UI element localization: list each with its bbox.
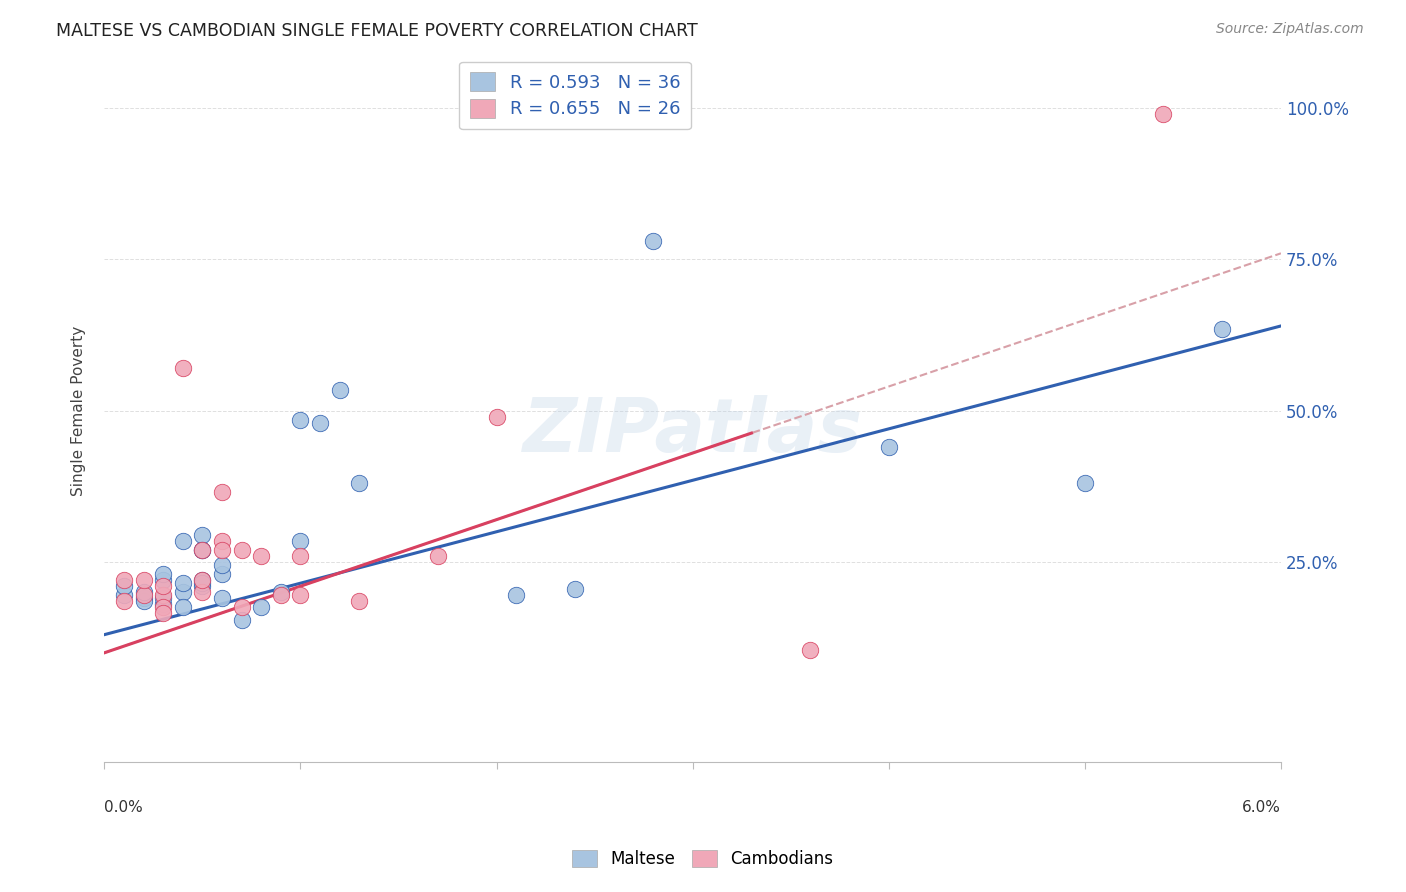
Point	[505, 588, 527, 602]
Point	[152, 591, 174, 606]
Point	[250, 549, 273, 563]
Point	[211, 542, 233, 557]
Point	[426, 549, 449, 563]
Point	[290, 588, 312, 602]
Point	[112, 588, 135, 602]
Point	[112, 573, 135, 587]
Point	[132, 594, 155, 608]
Point	[211, 485, 233, 500]
Point	[172, 600, 194, 615]
Point	[1152, 107, 1174, 121]
Point	[231, 613, 253, 627]
Point	[564, 582, 586, 597]
Point	[270, 588, 292, 602]
Text: Source: ZipAtlas.com: Source: ZipAtlas.com	[1216, 22, 1364, 37]
Y-axis label: Single Female Poverty: Single Female Poverty	[72, 326, 86, 496]
Point	[152, 607, 174, 621]
Point	[152, 598, 174, 612]
Point	[1211, 322, 1233, 336]
Point	[349, 594, 371, 608]
Point	[290, 549, 312, 563]
Point	[877, 440, 900, 454]
Point	[211, 567, 233, 582]
Point	[191, 585, 214, 599]
Point	[132, 573, 155, 587]
Text: 6.0%: 6.0%	[1241, 800, 1281, 815]
Point	[309, 416, 332, 430]
Point	[191, 542, 214, 557]
Text: ZIPatlas: ZIPatlas	[523, 395, 863, 468]
Point	[191, 528, 214, 542]
Point	[191, 576, 214, 591]
Point	[191, 542, 214, 557]
Point	[250, 600, 273, 615]
Point	[172, 533, 194, 548]
Point	[270, 585, 292, 599]
Point	[132, 591, 155, 606]
Point	[191, 573, 214, 587]
Point	[112, 594, 135, 608]
Point	[485, 409, 508, 424]
Point	[231, 542, 253, 557]
Point	[152, 579, 174, 593]
Point	[152, 600, 174, 615]
Point	[290, 533, 312, 548]
Point	[191, 579, 214, 593]
Point	[329, 383, 352, 397]
Text: 0.0%: 0.0%	[104, 800, 143, 815]
Point	[799, 642, 821, 657]
Point	[132, 585, 155, 599]
Point	[211, 533, 233, 548]
Text: MALTESE VS CAMBODIAN SINGLE FEMALE POVERTY CORRELATION CHART: MALTESE VS CAMBODIAN SINGLE FEMALE POVER…	[56, 22, 697, 40]
Point	[172, 576, 194, 591]
Point	[231, 600, 253, 615]
Point	[152, 567, 174, 582]
Point	[132, 588, 155, 602]
Point	[211, 591, 233, 606]
Point	[152, 588, 174, 602]
Point	[191, 573, 214, 587]
Point	[1074, 476, 1097, 491]
Point	[112, 579, 135, 593]
Point	[211, 558, 233, 572]
Point	[152, 573, 174, 587]
Point	[172, 585, 194, 599]
Point	[191, 542, 214, 557]
Legend: R = 0.593   N = 36, R = 0.655   N = 26: R = 0.593 N = 36, R = 0.655 N = 26	[458, 62, 690, 129]
Legend: Maltese, Cambodians: Maltese, Cambodians	[565, 843, 841, 875]
Point	[172, 361, 194, 376]
Point	[643, 234, 665, 248]
Point	[349, 476, 371, 491]
Point	[290, 413, 312, 427]
